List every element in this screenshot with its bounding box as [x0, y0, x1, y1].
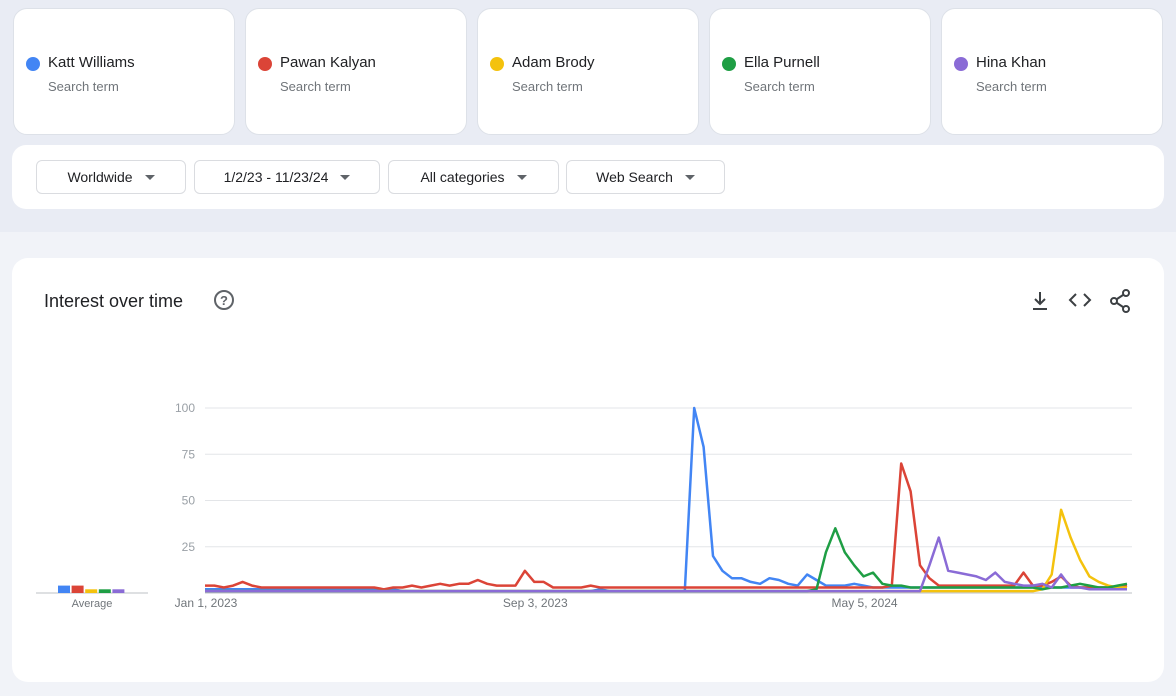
term-subtitle: Search term: [280, 79, 351, 94]
legend-swatch: [954, 57, 968, 71]
term-subtitle: Search term: [744, 79, 815, 94]
term-card[interactable]: Katt Williams Search term: [13, 8, 235, 135]
series-line: [205, 462, 1128, 591]
term-subtitle: Search term: [512, 79, 583, 94]
arrow: [516, 174, 527, 180]
dropdown[interactable]: All categories: [388, 160, 559, 194]
legend-label: Pawan Kalyan: [280, 54, 376, 71]
dropdown[interactable]: Worldwide: [36, 160, 186, 194]
x-tick-label: May 5, 2024: [832, 596, 898, 610]
average-label: Average: [72, 598, 113, 610]
chart-title: Interest over time: [44, 291, 183, 311]
x-tick-label: Jan 1, 2023: [175, 596, 238, 610]
term-subtitle: Search term: [48, 79, 119, 94]
y-tick-label: 100: [175, 401, 195, 415]
legend-swatch: [490, 57, 504, 71]
filter-bar: Worldwide 1/2/23 - 11/23/24 All categori…: [12, 145, 1164, 209]
legend-label: Katt Williams: [48, 54, 135, 71]
chart-card: [12, 258, 1164, 682]
legend-swatch: [258, 57, 272, 71]
legend-swatch: [26, 57, 40, 71]
download-icon[interactable]: [1033, 292, 1047, 310]
average-bar: [98, 589, 111, 593]
arrow: [684, 174, 695, 180]
average-bar: [71, 585, 84, 593]
arrow: [144, 174, 155, 180]
y-tick-label: 50: [182, 494, 196, 508]
term-subtitle: Search term: [976, 79, 1047, 94]
dropdown-label: Web Search: [596, 169, 673, 185]
series-line: [205, 536, 1127, 593]
legend-label: Hina Khan: [976, 54, 1047, 71]
x-tick-label: Sep 3, 2023: [503, 596, 568, 610]
embed-icon[interactable]: [1068, 293, 1092, 307]
y-tick-label: 25: [182, 540, 196, 554]
dropdown-label: 1/2/23 - 11/23/24: [223, 169, 329, 185]
average-bar: [58, 585, 70, 593]
term-card[interactable]: Hina Khan Search term: [941, 8, 1163, 135]
y-tick-label: 75: [182, 447, 196, 461]
legend-label: Ella Purnell: [744, 54, 820, 71]
help-icon[interactable]: ?: [214, 290, 234, 310]
term-card[interactable]: Ella Purnell Search term: [709, 8, 931, 135]
share-icon[interactable]: [1110, 289, 1130, 313]
svg-text:?: ?: [220, 293, 228, 308]
dropdown-label: Worldwide: [67, 169, 133, 185]
arrow: [340, 174, 351, 180]
dropdown-label: All categories: [420, 169, 505, 185]
average-bar: [112, 589, 125, 593]
average-bar: [85, 589, 98, 593]
term-card[interactable]: Pawan Kalyan Search term: [245, 8, 467, 135]
term-card[interactable]: Adam Brody Search term: [477, 8, 699, 135]
legend-swatch: [722, 57, 736, 71]
dropdown[interactable]: Web Search: [566, 160, 725, 194]
legend-label: Adam Brody: [512, 54, 595, 71]
dropdown[interactable]: 1/2/23 - 11/23/24: [194, 160, 380, 194]
